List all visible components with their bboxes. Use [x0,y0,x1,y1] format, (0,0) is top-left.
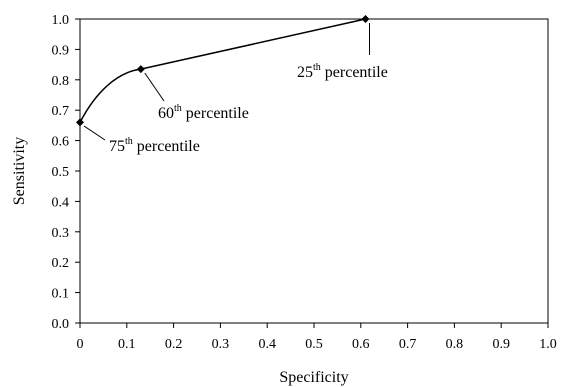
data-point-marker [361,15,370,23]
annotations-layer: 25th percentile 60th percentile 75th per… [83,23,388,155]
x-tick-label: 0.4 [258,337,276,352]
y-tick-label: 0.8 [52,74,70,89]
y-tick-label: 0.1 [52,287,70,302]
x-tick-label: 0.6 [352,337,370,352]
x-tick-label: 0.3 [212,337,230,352]
x-axis-ticks: 0 0.1 0.2 0.3 0.4 0.5 0.6 0.7 0.8 0.9 1.0 [77,323,557,352]
y-axis-ticks: 0.0 0.1 0.2 0.3 0.4 0.5 0.6 0.7 0.8 0.9 1.0 [52,13,80,332]
y-axis-title: Sensitivity [11,137,28,205]
x-tick-label: 0.2 [165,337,183,352]
data-point-marker [76,118,84,127]
y-tick-label: 0.5 [52,165,70,180]
y-tick-label: 0.9 [52,43,70,58]
y-tick-label: 0.4 [52,195,70,210]
x-tick-label: 0.1 [118,337,136,352]
x-tick-label: 0.7 [399,337,417,352]
x-tick-label: 0.8 [446,337,464,352]
series-layer [76,15,370,127]
y-tick-label: 0.3 [52,226,70,241]
y-tick-label: 0.0 [52,317,70,332]
y-tick-label: 0.7 [52,104,70,119]
y-tick-label: 0.6 [52,135,70,150]
annotation-75th-percentile: 75th percentile [109,136,200,155]
x-tick-label: 0.5 [305,337,323,352]
x-tick-label: 1.0 [539,337,557,352]
x-tick-label: 0 [77,337,84,352]
data-point-marker [136,65,145,74]
annotation-leader-75th [83,125,106,141]
annotation-25th-percentile: 25th percentile [297,62,388,81]
annotation-60th-percentile: 60th percentile [158,103,249,122]
x-axis-title: Specificity [279,369,348,386]
y-tick-label: 0.2 [52,256,70,271]
annotation-leader-60th [144,72,165,102]
x-tick-label: 0.9 [492,337,510,352]
y-tick-label: 1.0 [52,13,70,28]
